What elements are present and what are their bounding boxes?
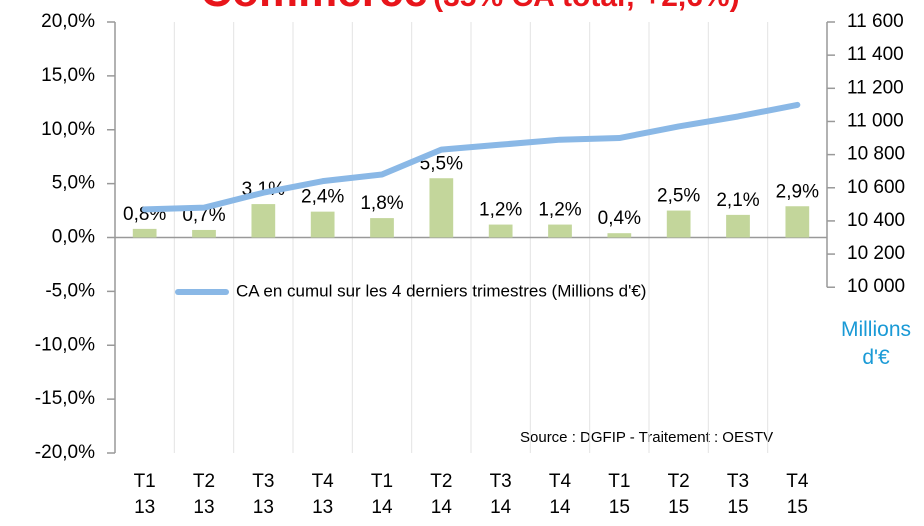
- chart-title: Commerce (35% CA total; +2,6%): [200, 0, 739, 16]
- x-tick-label: T2 13: [192, 471, 216, 518]
- y2-tick-label: 10 000: [847, 276, 905, 297]
- data-label: 2,5%: [657, 186, 700, 207]
- y2-tick-label: 10 200: [847, 243, 905, 264]
- y-tick-label: 0,0%: [52, 227, 95, 248]
- y-tick-label: 10,0%: [41, 119, 95, 140]
- bar: [607, 233, 632, 238]
- x-tick-label: T2 14: [430, 471, 453, 518]
- y2-tick-label: 10 600: [847, 177, 905, 198]
- y-tick-label: -20,0%: [35, 442, 95, 463]
- x-tick-label: T1 14: [370, 471, 394, 518]
- data-label: 2,4%: [301, 187, 344, 208]
- x-tick-label: T4 14: [548, 471, 572, 518]
- y-tick-label: 20,0%: [41, 11, 95, 32]
- y2-tick-label: 10 400: [847, 210, 905, 231]
- bar: [726, 214, 750, 238]
- bar: [370, 218, 394, 238]
- data-label: 2,9%: [776, 181, 819, 202]
- bar: [666, 210, 691, 238]
- bar: [429, 178, 454, 238]
- y-tick-label: 5,0%: [52, 173, 95, 194]
- bar: [132, 228, 157, 238]
- data-label: 1,2%: [538, 200, 581, 221]
- y-tick-label: -5,0%: [45, 280, 95, 301]
- bar: [488, 224, 513, 238]
- data-label: 1,8%: [360, 193, 403, 214]
- data-label: 1,2%: [479, 200, 522, 221]
- subtitle: (35% CA total; +2,6%): [433, 0, 739, 13]
- x-tick-label: T3 13: [252, 471, 275, 518]
- line-series: [141, 101, 801, 213]
- y-tick-label: 15,0%: [41, 65, 95, 86]
- source-note: Source : DGFIP - Traitement : OESTV: [520, 429, 773, 446]
- x-tick-label: T2 15: [667, 471, 690, 518]
- bar: [310, 211, 335, 238]
- y2-tick-label: 11 000: [847, 110, 904, 131]
- y-tick-label: -15,0%: [35, 388, 95, 409]
- bar: [785, 206, 810, 238]
- bar: [548, 224, 572, 238]
- bar: [251, 204, 276, 238]
- x-tick-label: T1 13: [133, 471, 156, 518]
- y-tick-label: -10,0%: [35, 334, 95, 355]
- legend-label: CA en cumul sur les 4 derniers trimestre…: [236, 281, 646, 300]
- data-label: 2,1%: [716, 190, 759, 211]
- x-tick-label: T3 15: [726, 471, 750, 518]
- y2-tick-label: 10 800: [847, 144, 905, 165]
- title: Commerce: [200, 0, 427, 16]
- x-tick-label: T4 15: [786, 471, 809, 518]
- bar: [192, 229, 216, 238]
- y2-tick-label: 11 600: [847, 11, 904, 32]
- x-tick-label: T1 15: [608, 471, 631, 518]
- data-label: 0,4%: [598, 208, 641, 229]
- data-label: 5,5%: [420, 153, 463, 174]
- y2-tick-label: 11 200: [847, 77, 904, 98]
- x-tick-label: T4 13: [311, 471, 334, 518]
- y2-axis-title: Millions d'€: [840, 318, 911, 369]
- x-tick-label: T3 14: [489, 471, 512, 518]
- y2-tick-label: 11 400: [847, 44, 904, 65]
